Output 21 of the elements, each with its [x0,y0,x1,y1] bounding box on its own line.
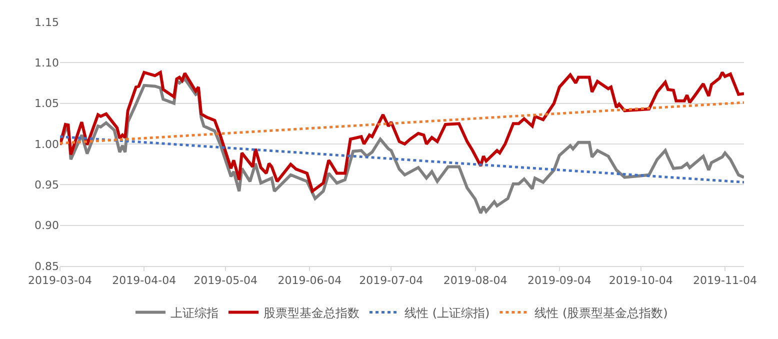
x-tick-label: 2019-09-04 [527,274,592,288]
legend-label: 线性 (股票型基金总指数) [534,306,668,320]
x-tick-label: 2019-05-04 [194,274,258,288]
line-series [60,70,744,193]
y-tick-label: 0.95 [34,178,59,192]
x-tick-label: 2019-04-04 [112,274,176,288]
y-tick-label: 0.85 [34,260,59,273]
y-tick-label: 0.90 [34,219,59,232]
x-tick-label: 2019-06-04 [278,274,342,288]
y-tick-label: 1.00 [34,138,59,151]
legend-label: 上证综指 [170,306,218,320]
x-tick-label: 2019-03-04 [28,274,92,288]
y-tick-label: 1.05 [34,97,59,110]
y-tick-label: 1.15 [34,16,59,29]
legend-label: 线性 (上证综指) [404,306,490,320]
x-tick-label: 2019-07-04 [359,274,424,288]
y-tick-label: 1.10 [34,56,59,70]
x-tick-label: 2019-11-04 [693,274,757,288]
legend-label: 股票型基金总指数 [264,306,360,320]
x-tick-label: 2019-10-04 [608,274,673,288]
x-tick-label: 2019-08-04 [443,274,508,288]
